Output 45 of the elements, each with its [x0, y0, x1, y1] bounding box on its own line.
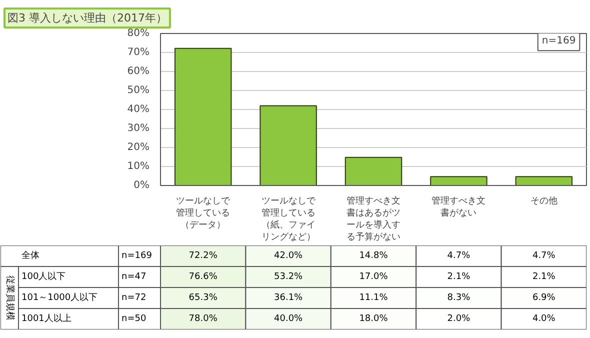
y-tick-label: 100人以下	[22, 271, 66, 282]
x-tick-label: ツールなしで管理している（紙、ファイリングなど）	[261, 196, 316, 242]
data-label: 11.1%	[359, 293, 388, 303]
y2-tick-label: n=47	[122, 272, 146, 282]
y-tick-label: 30%	[127, 123, 150, 134]
data-label: 53.2%	[274, 272, 304, 282]
y2-tick-label: n=169	[122, 251, 152, 261]
data-label: 8.3%	[447, 293, 471, 303]
data-label: 72.2%	[188, 251, 218, 261]
y-tick-label: 0%	[134, 180, 150, 191]
y-tick-label: 全体	[22, 250, 40, 261]
y-tick-label: 70%	[127, 47, 150, 58]
data-label: 40.0%	[274, 314, 304, 324]
y-tick-label: 60%	[127, 66, 150, 77]
chart-title: 図3 導入しない理由（2017年）	[8, 12, 167, 24]
annotation: n=169	[542, 36, 576, 47]
data-label: 4.0%	[532, 314, 556, 324]
y-tick-label: 20%	[127, 142, 150, 153]
data-label: 4.7%	[532, 251, 556, 261]
data-label: 2.1%	[447, 272, 471, 282]
data-label: 78.0%	[188, 314, 218, 324]
y-tick-label: 80%	[127, 28, 150, 39]
x-tick-label: 管理すべき文書がない	[432, 196, 486, 218]
text: 従業員規模	[4, 276, 16, 320]
y-tick-label: 10%	[127, 161, 150, 172]
data-label: 18.0%	[359, 314, 388, 324]
data-label: 6.9%	[532, 293, 556, 303]
x-tick-label: ツールなしで管理している（データ）	[176, 196, 232, 230]
data-label: 4.7%	[447, 251, 471, 261]
x-tick-label: その他	[530, 196, 558, 206]
data-label: 76.6%	[188, 272, 218, 282]
data-label: 14.8%	[359, 251, 388, 261]
y2-tick-label: n=72	[122, 293, 146, 303]
y-tick-label: 40%	[127, 104, 150, 115]
data-label: 36.1%	[274, 293, 304, 303]
y-tick-label: 1001人以上	[22, 313, 72, 324]
data-label: 2.1%	[532, 272, 556, 282]
y-tick-label: 50%	[127, 85, 150, 96]
data-label: 17.0%	[359, 272, 388, 282]
data-label: 2.0%	[447, 314, 471, 324]
data-label: 42.0%	[274, 251, 304, 261]
y-tick-label: 101～1000人以下	[22, 292, 98, 303]
x-tick-label: 管理すべき文書はあるがツールを導入する予算がない	[346, 196, 400, 242]
y2-tick-label: n=50	[122, 314, 146, 324]
data-label: 65.3%	[188, 293, 218, 303]
